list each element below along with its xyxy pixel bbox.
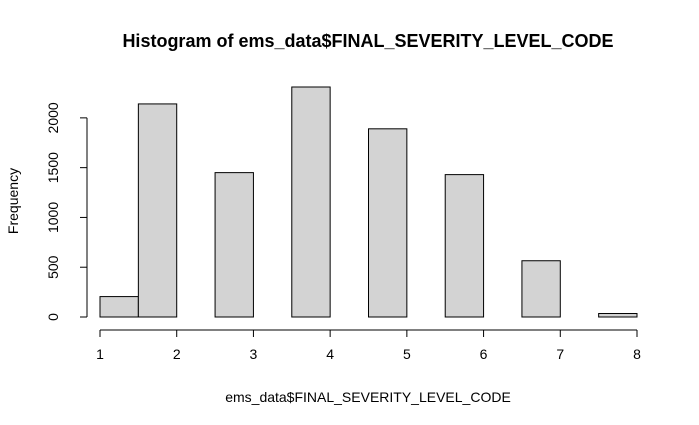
x-tick-label-2: 3 <box>250 346 258 362</box>
y-tick-label-4: 2000 <box>45 102 61 133</box>
y-tick-label-3: 1500 <box>45 152 61 183</box>
x-axis-label: ems_data$FINAL_SEVERITY_LEVEL_CODE <box>225 389 511 405</box>
x-tick-label-3: 4 <box>326 346 334 362</box>
x-tick-label-4: 5 <box>403 346 411 362</box>
histogram-bar-9 <box>444 174 485 318</box>
x-axis: 1 2 3 4 5 6 7 8 <box>96 329 641 362</box>
x-tick-label-7: 8 <box>633 346 641 362</box>
y-axis-label: Frequency <box>5 168 21 234</box>
histogram-bar-3 <box>214 172 254 318</box>
histogram-bar-5 <box>291 86 331 318</box>
histogram-bar-1 <box>137 103 178 318</box>
x-tick-label-0: 1 <box>96 346 104 362</box>
histogram-bar-0 <box>99 296 139 318</box>
bars-group <box>99 86 638 318</box>
chart-title: Histogram of ems_data$FINAL_SEVERITY_LEV… <box>122 31 613 51</box>
y-tick-label-2: 1000 <box>45 202 61 233</box>
x-tick-label-5: 6 <box>480 346 488 362</box>
y-tick-label-0: 0 <box>45 313 61 321</box>
histogram-bar-7 <box>368 128 408 318</box>
y-tick-label-1: 500 <box>45 255 61 279</box>
x-tick-label-1: 2 <box>173 346 181 362</box>
histogram-bar-13 <box>598 313 638 318</box>
y-axis: 0 500 1000 1500 2000 <box>45 102 88 321</box>
histogram-bar-11 <box>521 260 561 318</box>
x-tick-label-6: 7 <box>556 346 564 362</box>
